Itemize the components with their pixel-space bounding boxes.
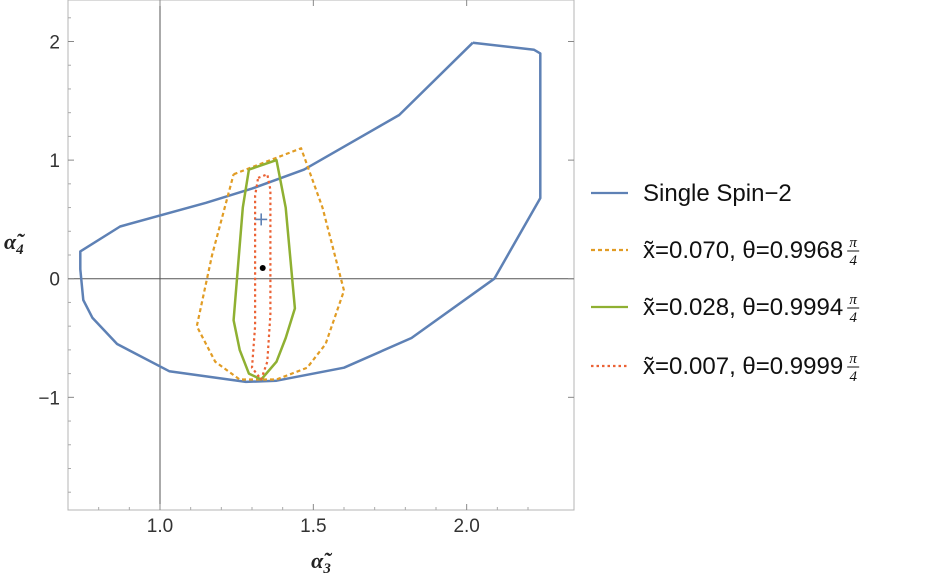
x-tick-label: 1.5 xyxy=(300,516,326,537)
legend-label: x̃=0.028, θ=0.9994 xyxy=(643,294,843,321)
x-tick-label: 2.0 xyxy=(453,516,479,537)
x-axis: 1.0 1.5 2.0 xyxy=(98,0,529,537)
series-2-line xyxy=(232,158,297,381)
legend-fraction-numerator: π xyxy=(849,235,857,251)
series-layer xyxy=(79,41,542,384)
legend-item-x-0-007-0-9999: x̃=0.007, θ=0.9999 π 4 xyxy=(591,351,860,385)
series-3-line xyxy=(250,173,272,381)
plot-frame xyxy=(67,0,575,511)
legend-label: Single Spin−2 xyxy=(643,180,792,207)
reference-lines xyxy=(68,0,574,510)
legend-label: x̃=0.070, θ=0.9968 xyxy=(643,237,843,264)
marker-layer xyxy=(255,213,268,272)
x-tick-label: 1.0 xyxy=(147,516,173,537)
legend-label: x̃=0.007, θ=0.9999 xyxy=(643,353,843,380)
y-tick-label: 1 xyxy=(49,151,60,172)
legend-fraction-numerator: π xyxy=(849,292,857,308)
plus-marker xyxy=(255,213,268,226)
y-tick-label: −1 xyxy=(38,388,60,409)
x-axis-title: α̃3 xyxy=(311,548,332,576)
legend-fraction-denominator: 4 xyxy=(849,310,857,326)
legend-fraction-numerator: π xyxy=(849,351,857,367)
y-axis-title: α̃4 xyxy=(4,229,25,258)
series-1-line xyxy=(195,147,346,381)
legend-item-x-0-070-0-9968: x̃=0.070, θ=0.9968 π 4 xyxy=(591,235,860,269)
legend-item-x-0-028-0-9994: x̃=0.028, θ=0.9994 π 4 xyxy=(591,292,860,326)
series-0-line xyxy=(79,41,542,384)
y-tick-label: 0 xyxy=(49,270,60,291)
y-tick-label: 2 xyxy=(49,33,60,54)
y-axis: −1 0 1 2 xyxy=(38,17,574,493)
legend-fraction-denominator: 4 xyxy=(849,253,857,269)
legend-fraction-denominator: 4 xyxy=(849,369,857,385)
dot-marker xyxy=(259,265,266,272)
legend-item-single-spin-2: Single Spin−2 xyxy=(591,180,792,207)
legend: Single Spin−2x̃=0.070, θ=0.9968 π4x̃=0.02… xyxy=(591,180,860,385)
